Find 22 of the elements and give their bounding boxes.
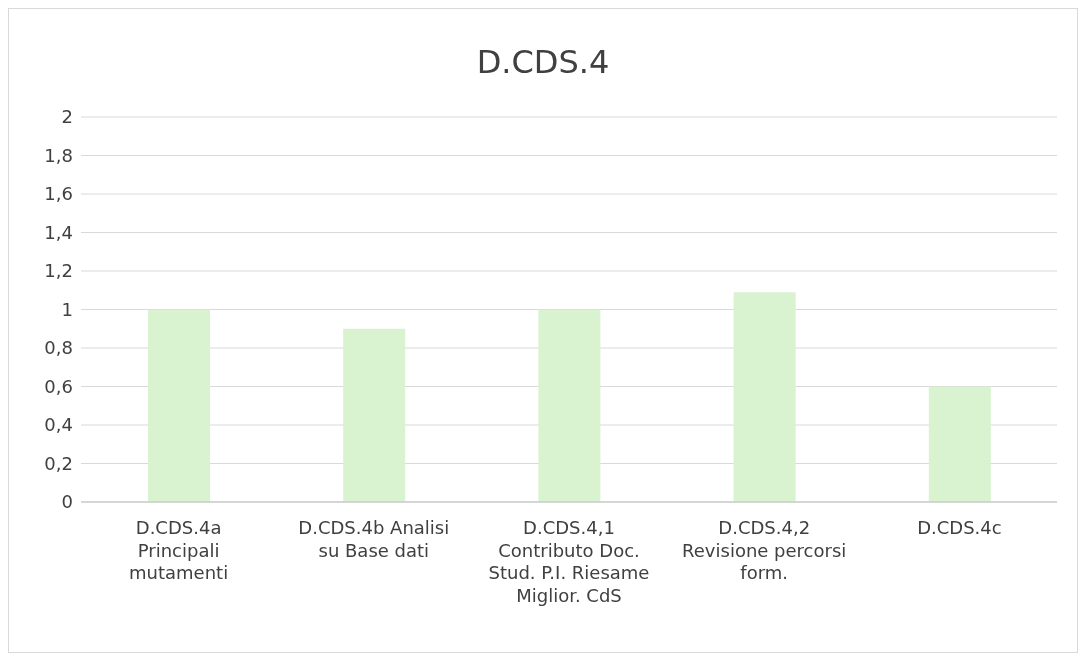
y-tick-label: 1,8 (44, 144, 73, 166)
y-tick-label: 0,4 (44, 414, 73, 436)
bar (343, 328, 406, 502)
y-tick-label: 0,8 (44, 337, 73, 359)
y-tick-label: 1,6 (44, 183, 73, 205)
y-tick-label: 2 (61, 106, 73, 128)
x-tick-label: D.CDS.4,2 Revisione percorsi form. (682, 517, 847, 584)
y-tick-label: 1 (61, 298, 73, 320)
y-tick-label: 1,4 (44, 221, 73, 243)
y-tick-label: 0,6 (44, 375, 73, 397)
x-tick-label: D.CDS.4,1 Contributo Doc. Stud. P.I. Riesame Miglior. CdS (488, 517, 650, 606)
x-tick-label: D.CDS.4b Analisi su Base dati (298, 517, 450, 561)
y-tick-label: 0,2 (44, 452, 73, 474)
y-tick-label: 0 (61, 491, 73, 513)
chart-title: D.CDS.4 (475, 43, 611, 81)
bar (148, 309, 210, 502)
bar (733, 292, 796, 502)
bar (928, 386, 991, 502)
bar (538, 309, 601, 502)
y-tick-label: 1,2 (44, 260, 73, 282)
x-tick-label: D.CDS.4c (917, 517, 1002, 539)
x-tick-label: D.CDS.4a Principali mutamenti (129, 517, 229, 584)
